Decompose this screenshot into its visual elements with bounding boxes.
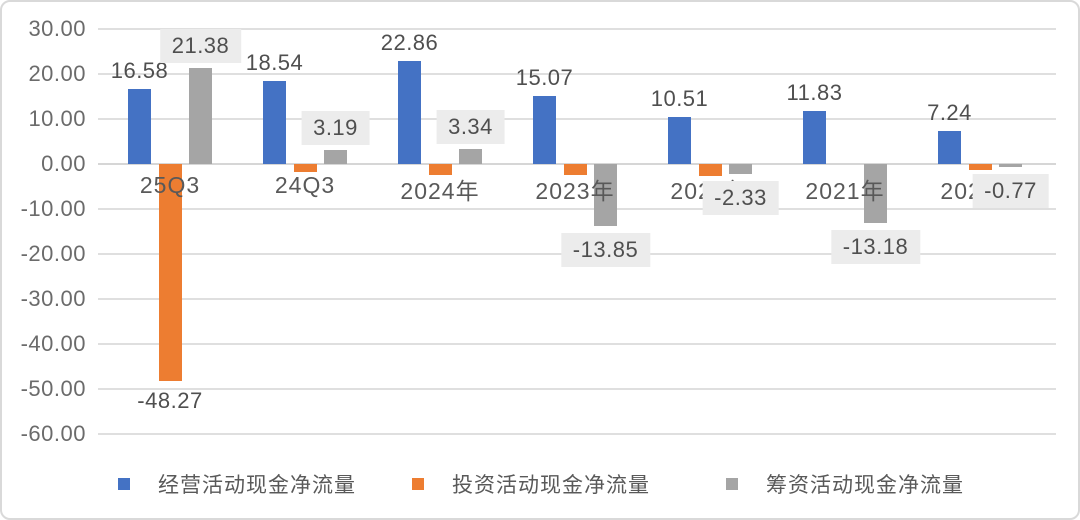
category-label: 2021年 [805,178,885,204]
bar-operating-2020年 [938,131,961,164]
legend-label-operating: 经营活动现金净流量 [158,474,356,497]
bar-operating-2021年 [803,110,826,164]
y-tick-label: -10.00 [20,196,86,221]
data-label-investing-25Q3: -48.27 [137,388,203,414]
investing-series-swatch-icon [412,478,424,490]
bar-financing-2021年 [864,164,887,224]
data-label-financing-2023年: -13.85 [560,233,651,268]
data-label-operating-24Q3: 18.54 [245,49,304,75]
data-label-operating-2023年: 15.07 [515,65,574,91]
data-label-financing-25Q3: 21.38 [159,28,242,63]
gridline [98,298,1056,300]
data-label-operating-2021年: 11.83 [786,79,843,105]
legend-label-financing: 筹资活动现金净流量 [766,474,964,497]
gridline [98,343,1056,345]
data-label-financing-2021年: -13.18 [830,230,921,265]
gridline [98,388,1056,390]
y-tick-label: -20.00 [20,241,86,266]
bar-financing-2024年 [459,148,482,164]
y-tick-label: 30.00 [28,16,86,41]
y-tick-label: -30.00 [20,286,86,311]
gridline [98,28,1056,30]
gridline [98,433,1056,435]
y-tick-label: -40.00 [20,331,86,356]
legend: 经营活动现金净流量 投资活动现金净流量 筹资活动现金净流量 [0,468,1080,500]
bar-operating-2024年 [398,61,421,164]
bar-financing-24Q3 [324,149,347,164]
bar-investing-2023年 [563,164,587,175]
legend-label-investing: 投资活动现金净流量 [452,474,650,497]
category-label: 25Q3 [139,172,201,198]
data-label-operating-25Q3: 16.58 [110,58,169,84]
bar-financing-25Q3 [189,67,212,164]
bar-operating-24Q3 [263,80,286,164]
y-tick-label: 10.00 [28,106,86,131]
legend-entry-investing: 投资活动现金净流量 [412,468,650,500]
bar-financing-2023年 [594,164,617,227]
y-tick-label: -50.00 [20,376,86,401]
bar-investing-24Q3 [293,164,317,173]
bar-investing-2020年 [968,164,992,171]
bar-financing-2020年 [999,164,1022,168]
bar-operating-2022年 [668,116,691,164]
category-label: 24Q3 [274,172,336,198]
gridline [98,208,1056,210]
bar-financing-2022年 [729,164,752,175]
gridline [98,118,1056,120]
bar-investing-25Q3 [158,164,182,382]
bar-operating-25Q3 [128,89,151,164]
legend-entry-financing: 筹资活动现金净流量 [726,468,964,500]
data-label-operating-2024年: 22.86 [380,30,439,56]
data-label-operating-2020年: 7.24 [927,100,972,126]
data-label-operating-2022年: 10.51 [650,85,709,111]
y-tick-label: 20.00 [28,61,86,86]
bar-investing-2022年 [698,164,722,177]
y-tick-label: 0.00 [41,151,86,176]
operating-series-swatch-icon [118,478,130,490]
gridline [98,73,1056,75]
y-tick-label: -60.00 [20,421,86,446]
data-label-financing-24Q3: 3.19 [301,110,370,145]
bar-investing-2024年 [428,164,452,175]
category-label: 2023年 [535,178,615,204]
financing-series-swatch-icon [726,478,738,490]
bar-operating-2023年 [533,96,556,164]
data-label-financing-2020年: -0.77 [972,174,1049,209]
legend-entry-operating: 经营活动现金净流量 [118,468,356,500]
data-label-financing-2024年: 3.34 [436,109,505,144]
category-label: 2024年 [400,178,480,204]
data-label-financing-2022年: -2.33 [702,181,779,216]
